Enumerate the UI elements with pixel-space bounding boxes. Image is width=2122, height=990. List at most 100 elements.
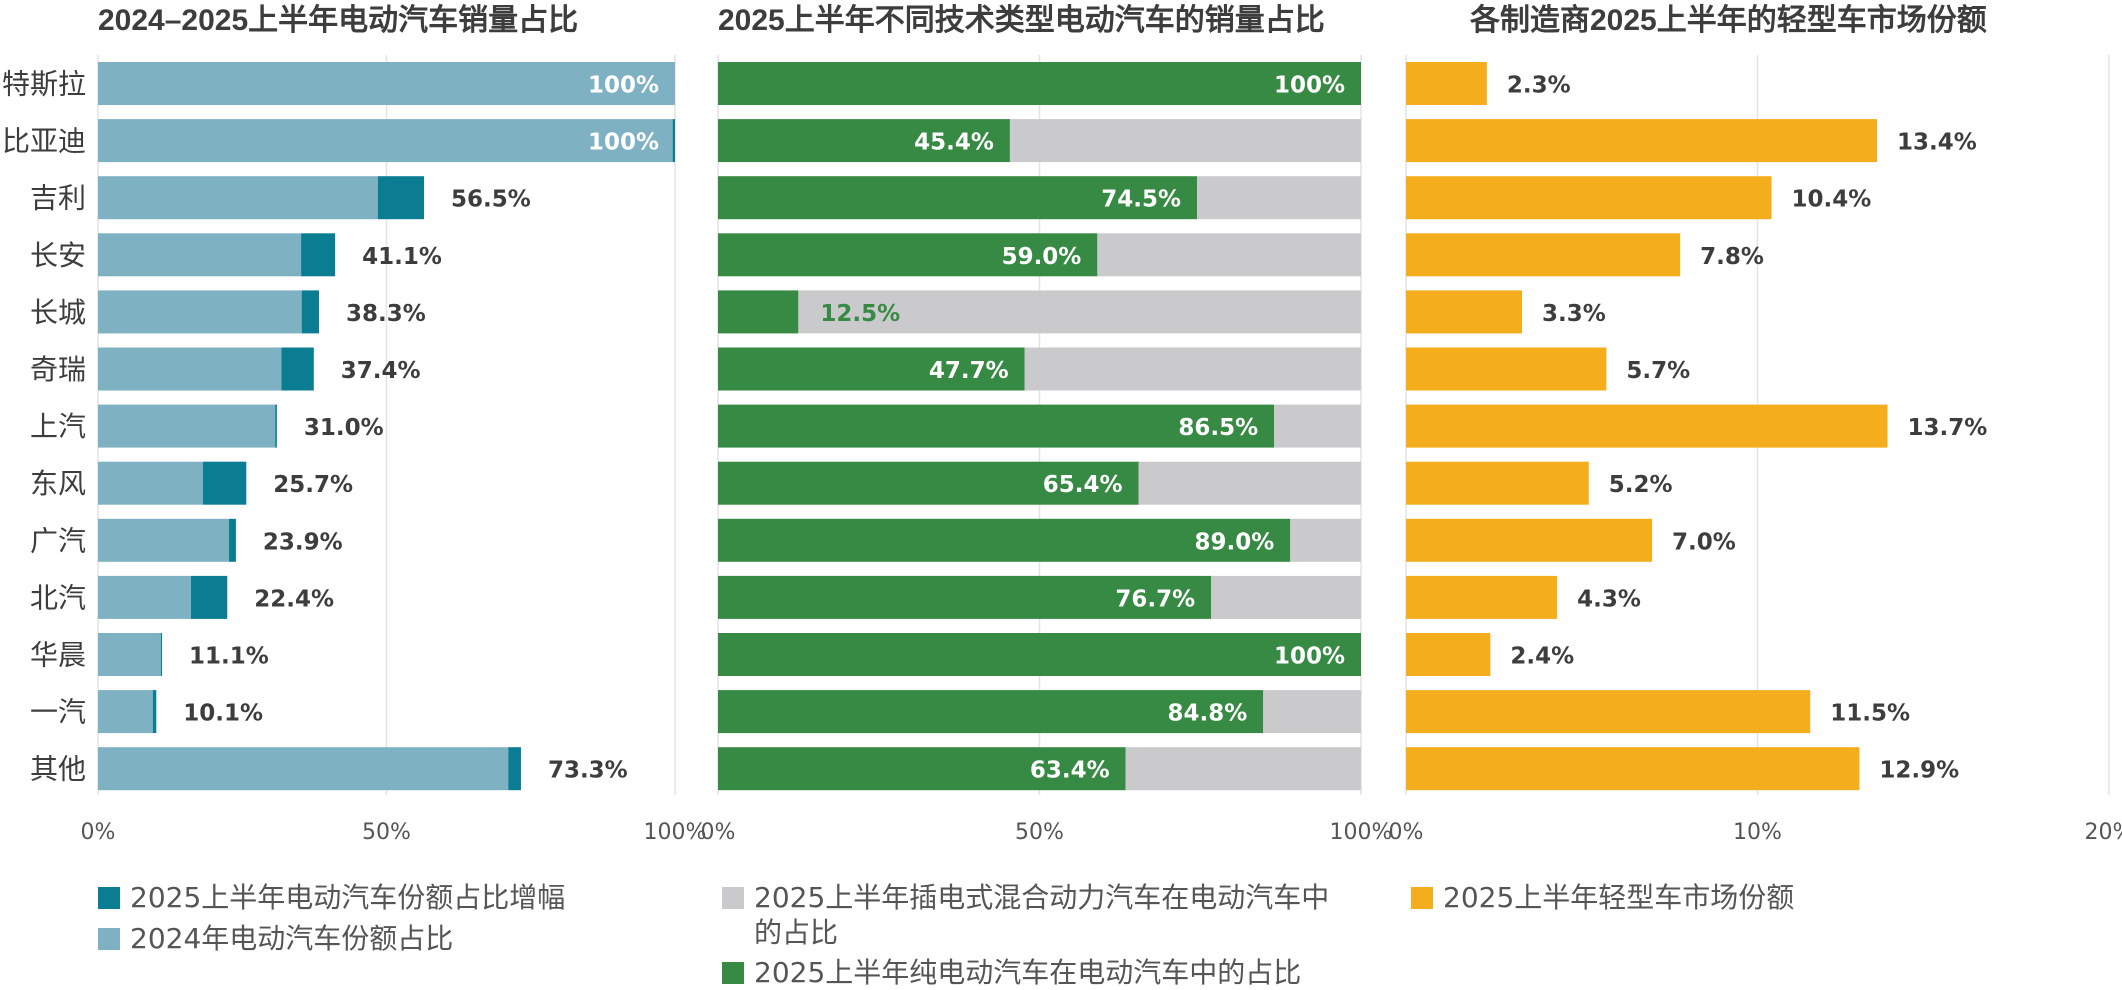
panel3-title: 各制造商2025上半年的轻型车市场份额 [1469,3,1987,37]
category-label: 上汽 [30,410,86,443]
panel2-data-label: 76.7% [1115,586,1195,612]
panel2-bar-bev [718,461,1139,505]
panel2-bar-bev [718,233,1098,277]
category-label: 比亚迪 [2,125,86,158]
panel2-bar-bev [718,290,799,334]
category-label: 吉利 [30,182,86,215]
legend-label-light-vehicle: 2025上半年轻型车市场份额 [1443,881,1795,914]
panel2-bar-bev [718,347,1025,391]
panel2-bar-bev [718,747,1126,791]
panel3-data-label: 12.9% [1879,758,1959,784]
panel1-bar-ev-2024 [98,176,378,220]
panel1-bar-ev-increase [672,119,675,163]
panel1-bar-ev-2024 [98,119,673,163]
panel2-bar-bev [718,518,1291,562]
panel1-bar-ev-2024 [98,404,276,448]
panel3-data-label: 4.3% [1577,586,1641,612]
panel3-bar-light-vehicle [1406,119,1878,163]
legend-label-ev-2024: 2024年电动汽车份额占比 [130,922,454,955]
panel2-bar-phev [1197,176,1361,220]
panel3-data-label: 3.3% [1542,301,1606,327]
panel3-bar-light-vehicle [1406,404,1888,448]
panel3-bar-light-vehicle [1406,747,1860,791]
panel3-data-label: 7.0% [1672,529,1736,555]
panel1-data-label: 25.7% [273,472,353,498]
panel3-data-label: 5.7% [1626,358,1690,384]
panel1-title: 2024–2025上半年电动汽车销量占比 [98,3,578,37]
panel1-bar-ev-increase [508,747,521,791]
panel1-data-label: 10.1% [183,701,263,727]
data-labels: 100% 100% 56.5% 41.1% 38.3% 37.4% 31.0% 25.7% 23… [183,73,1987,784]
panel1-bar-ev-2024 [98,518,229,562]
panel3-bar-light-vehicle [1406,347,1607,391]
panel1-bar-ev-increase [301,290,319,334]
panel1-bar-ev-increase [301,233,336,277]
panel3-data-label: 13.4% [1897,130,1977,156]
panel2-data-label: 84.8% [1167,701,1247,727]
panel3-bar-light-vehicle [1406,461,1589,505]
panel1-bar-ev-increase [377,176,425,220]
legend-label-bev: 2025上半年纯电动汽车在电动汽车中的占比 [754,956,1302,989]
category-label: 广汽 [30,524,86,557]
panel1-bar-ev-2024 [98,347,282,391]
legend-label-phev-line2: 的占比 [754,916,839,949]
legend-swatch-phev [722,887,744,909]
panel1-data-label: 41.1% [362,244,442,270]
category-label: 长安 [30,239,86,272]
panel3-data-label: 11.5% [1830,701,1910,727]
panel3-data-label: 5.2% [1609,472,1673,498]
panel2-data-label: 65.4% [1043,472,1123,498]
panel1-bar-ev-increase [190,575,228,619]
panel2-data-label: 47.7% [929,358,1009,384]
category-label: 一汽 [30,696,86,729]
panel1-bar-ev-increase [275,404,277,448]
panel2-data-label: 100% [1274,73,1345,99]
category-label: 其他 [30,753,86,786]
panel2-data-label: 59.0% [1002,244,1082,270]
panel3-bar-light-vehicle [1406,518,1653,562]
panel1-x-tick-label: 0% [81,820,116,845]
panel1-data-label: 38.3% [346,301,426,327]
panel2-bar-bev [718,176,1198,220]
panel3-data-label: 2.4% [1510,644,1574,670]
panel3-x-tick-label: 20% [2085,820,2122,845]
panel3-bar-light-vehicle [1406,233,1681,277]
panel3-data-label: 7.8% [1700,244,1764,270]
panel2-data-label: 86.5% [1178,415,1258,441]
category-label: 北汽 [30,581,86,614]
category-label: 特斯拉 [2,68,86,101]
panel2-bar-bev [718,119,1010,163]
panel3-data-label: 10.4% [1792,187,1872,213]
category-label: 长城 [30,296,86,329]
panel2-data-label: 89.0% [1194,529,1274,555]
panel3-bar-light-vehicle [1406,575,1558,619]
panel1-bar-ev-increase [152,690,157,734]
panel2-x-tick-label: 50% [1015,820,1064,845]
panel1-data-label: 37.4% [341,358,421,384]
panel2-bar-phev [1274,404,1361,448]
legend-swatch-ev-2024 [98,928,120,950]
panel1-data-label: 73.3% [548,758,628,784]
panel1-bar-ev-2024 [98,575,191,619]
panel1-data-label: 11.1% [189,644,269,670]
panel2-bar-bev [718,404,1275,448]
panel3-x-tick-label: 0% [1389,820,1424,845]
panel2-bar-phev [1024,347,1361,391]
panel3-bar-light-vehicle [1406,633,1491,676]
panel1-data-label: 100% [588,130,659,156]
panel2-data-label: 63.4% [1030,758,1110,784]
panel1-data-label: 22.4% [254,586,334,612]
category-label: 奇瑞 [30,353,86,386]
panel2-data-label: 74.5% [1101,187,1181,213]
panel1-data-label: 56.5% [451,187,531,213]
panel1-x-tick-label: 100% [644,820,707,845]
panel2-data-label: 45.4% [914,130,994,156]
panel1-bar-ev-2024 [98,633,161,676]
panel1-bar-ev-2024 [98,62,675,105]
legend-label-phev-line1: 2025上半年插电式混合动力汽车在电动汽车中 [754,881,1330,914]
panel2-bar-bev [718,575,1212,619]
panel1-bar-ev-2024 [98,233,302,277]
category-label: 华晨 [30,639,86,672]
legend-label-ev-increase: 2025上半年电动汽车份额占比增幅 [130,881,566,914]
